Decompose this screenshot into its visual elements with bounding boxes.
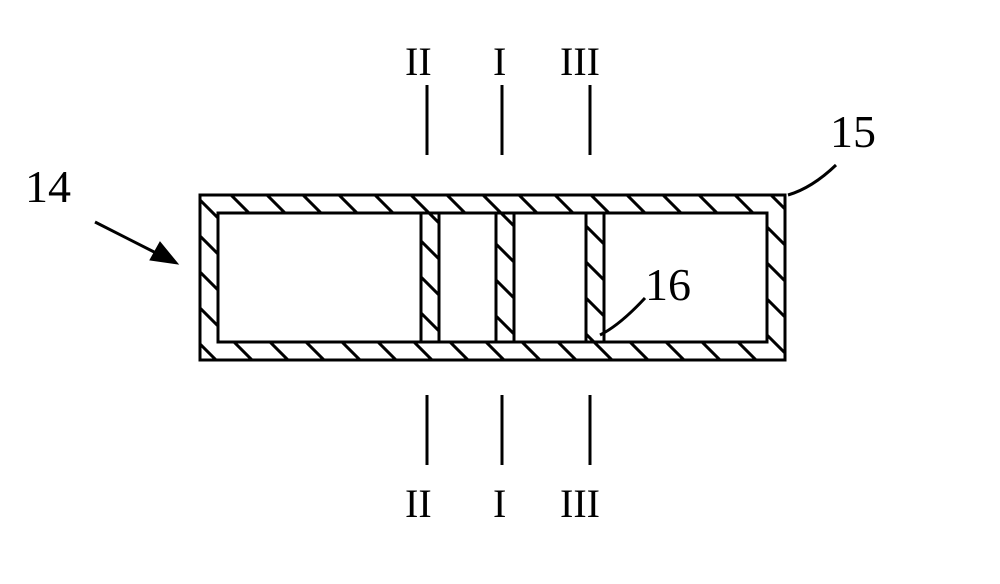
cell-1 [439,213,496,342]
section-label-top-III: III [560,38,600,85]
section-label-bot-II: II [405,480,432,527]
leader-14-line [95,222,160,255]
leader-14-arrowhead [150,242,178,264]
cell-0 [218,213,421,342]
label-14: 14 [25,160,71,213]
section-label-top-II: II [405,38,432,85]
cell-2 [514,213,586,342]
partition-1 [496,213,514,342]
leader-15 [788,165,836,195]
section-label-bot-III: III [560,480,600,527]
section-label-top-I: I [493,38,506,85]
label-16: 16 [645,258,691,311]
diagram-stage: IIIIIIIIIIII141516 [0,0,1000,584]
label-15: 15 [830,105,876,158]
section-label-bot-I: I [493,480,506,527]
